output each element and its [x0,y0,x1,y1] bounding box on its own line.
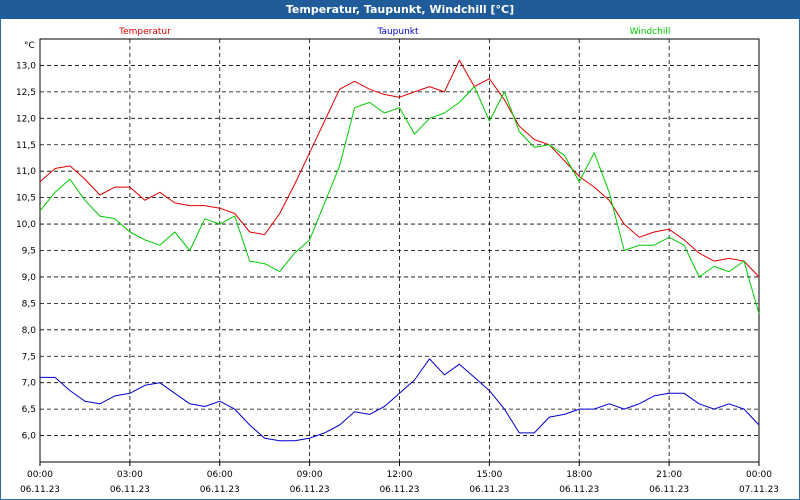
x-tick-time-label: 15:00 [476,470,502,480]
y-tick-label: 12,0 [16,114,36,124]
series-line-temperatur [39,59,760,278]
x-tick-time-label: 12:00 [387,470,413,480]
x-tick-time-label: 00:00 [27,470,53,480]
chart-title: Temperatur, Taupunkt, Windchill [°C] [0,0,800,19]
legend-layer: Temperatur Taupunkt Windchill [118,27,670,37]
axis-layer: 6,0 6,5 7,0 7,5 8,0 8,5 9,0 9,5 10,0 10,5 11,0 11,5… [16,61,779,495]
legend-entry-taupunkt: Taupunkt [376,27,419,37]
y-axis-unit-label: °C [24,41,35,51]
y-tick-label: 9,5 [22,247,36,257]
y-tick-label: 12,5 [16,88,36,98]
y-tick-label: 7,0 [22,379,37,389]
legend-entry-temperatur: Temperatur [118,27,171,37]
x-tick-date-label: 06.11.23 [110,485,150,495]
y-tick-label: 8,5 [22,299,36,309]
y-tick-label: 13,0 [16,61,36,71]
y-tick-label: 6,0 [22,432,37,442]
y-tick-label: 10,5 [16,194,36,204]
x-tick-date-label: 06.11.23 [200,485,240,495]
x-tick-date-label: 06.11.23 [649,485,689,495]
series-line-taupunkt [40,358,760,442]
y-tick-label: 11,0 [16,167,36,177]
x-tick-time-label: 18:00 [566,470,592,480]
x-tick-time-label: 09:00 [297,470,323,480]
x-tick-date-label: 06.11.23 [290,485,330,495]
x-tick-time-label: 06:00 [207,470,233,480]
grid-layer [39,38,760,463]
x-tick-time-label: 00:00 [746,470,772,480]
y-tick-label: 9,0 [22,273,37,283]
series-layer [39,59,760,442]
x-tick-date-label: 06.11.23 [20,485,60,495]
y-tick-label: 10,0 [16,220,36,230]
y-tick-label: 6,5 [22,405,36,415]
x-tick-time-label: 03:00 [117,470,143,480]
x-tick-date-label: 07.11.23 [739,485,779,495]
x-tick-date-label: 06.11.23 [379,485,419,495]
y-tick-label: 8,0 [22,326,37,336]
y-tick-label: 7,5 [22,352,36,362]
y-tick-label: 11,5 [16,141,36,151]
series-line-windchill [39,86,760,315]
x-tick-date-label: 06.11.23 [559,485,599,495]
legend-entry-windchill: Windchill [630,27,671,37]
x-tick-time-label: 21:00 [656,470,682,480]
x-tick-date-label: 06.11.23 [469,485,509,495]
